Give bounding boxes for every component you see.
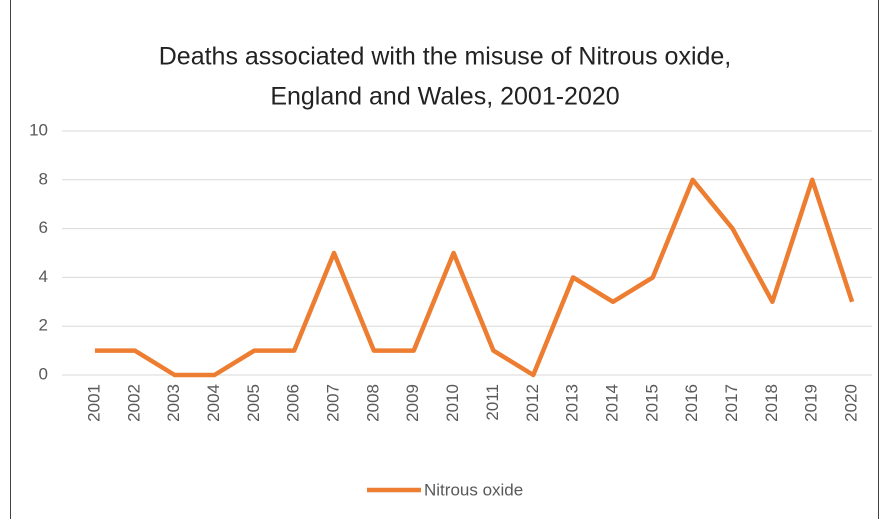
x-tick-label: 2009	[403, 384, 422, 422]
x-tick-label: 2020	[842, 384, 861, 422]
x-tick-label: 2008	[363, 384, 382, 422]
x-tick-label: 2001	[84, 384, 103, 422]
x-tick-label: 2006	[284, 384, 303, 422]
x-tick-label: 2002	[124, 384, 143, 422]
x-tick-label: 2013	[563, 384, 582, 422]
y-tick-label: 4	[39, 267, 48, 286]
chart-title: England and Wales, 2001-2020	[270, 83, 619, 111]
y-tick-label: 2	[39, 316, 48, 335]
x-tick-label: 2017	[722, 384, 741, 422]
x-tick-label: 2004	[204, 384, 223, 422]
y-tick-label: 0	[39, 364, 48, 383]
y-tick-label: 10	[29, 120, 48, 139]
y-tick-label: 8	[39, 169, 48, 188]
y-tick-label: 6	[39, 218, 48, 237]
x-tick-label: 2007	[324, 384, 343, 422]
x-tick-label: 2014	[602, 384, 621, 422]
x-tick-label: 2018	[762, 384, 781, 422]
chart-frame	[10, 0, 879, 519]
x-tick-label: 2019	[802, 384, 821, 422]
x-tick-label: 2005	[244, 384, 263, 422]
x-tick-label: 2003	[164, 384, 183, 422]
x-tick-label: 2016	[682, 384, 701, 422]
legend-label: Nitrous oxide	[424, 480, 523, 499]
x-tick-label: 2011	[483, 384, 502, 421]
x-tick-label: 2010	[443, 384, 462, 422]
x-tick-label: 2015	[642, 384, 661, 422]
chart-title: Deaths associated with the misuse of Nit…	[159, 43, 732, 71]
x-tick-label: 2012	[523, 384, 542, 422]
data-line	[94, 177, 855, 378]
